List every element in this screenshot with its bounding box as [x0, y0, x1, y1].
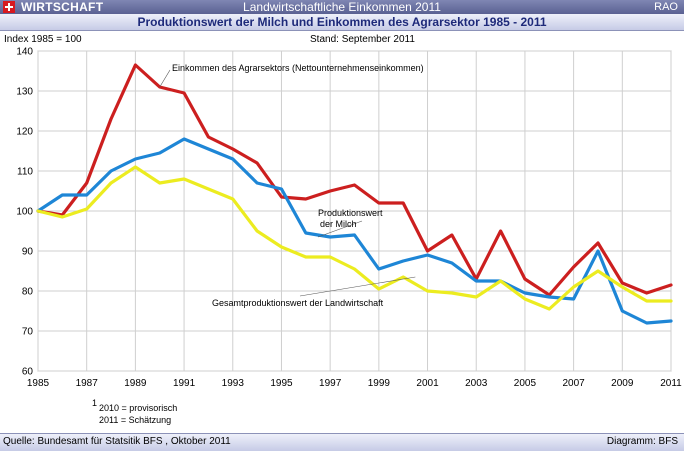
y-axis: 60 70 80 90 100 110 120 130 140 — [16, 47, 33, 378]
x-tick-label: 1989 — [124, 378, 147, 389]
y-tick-label: 130 — [16, 87, 33, 98]
annotation-leader-2 — [317, 220, 363, 238]
x-tick-label: 1993 — [222, 378, 245, 389]
y-tick-label: 90 — [22, 247, 34, 258]
x-tick-label: 1985 — [27, 378, 50, 389]
x-tick-label: 2001 — [416, 378, 439, 389]
y-tick-label: 80 — [22, 287, 34, 298]
annotation-leader-3 — [299, 276, 416, 297]
y-tick-label: 120 — [16, 127, 33, 138]
y-tick-label: 60 — [22, 367, 34, 378]
swiss-flag-icon — [3, 1, 15, 13]
annotation-leader-1 — [159, 69, 171, 88]
y-tick-label: 70 — [22, 327, 34, 338]
footnote-2011: 2011 = Schätzung — [99, 415, 171, 425]
footer-bar: Quelle: Bundesamt für Statsitik BFS , Ok… — [0, 433, 684, 451]
y-tick-label: 110 — [17, 167, 33, 178]
x-tick-label: 2005 — [514, 378, 537, 389]
chart-title: Produktionswert der Milch und Einkommen … — [137, 15, 547, 29]
x-tick-label: 1987 — [76, 378, 99, 389]
x-axis: 1985 1987 1989 1991 1993 1995 1997 1999 2001 2003… — [27, 378, 682, 389]
series-line-2 — [36, 137, 673, 325]
series-line-1 — [36, 63, 673, 297]
series-lines — [36, 63, 673, 325]
annotation-milch-line1: Produktionswert — [318, 208, 383, 218]
annotation-einkommen: Einkommen des Agrarsektors (Nettounterne… — [172, 63, 424, 73]
source-note: Quelle: Bundesamt für Statsitik BFS , Ok… — [3, 436, 231, 447]
credit-note: Diagramm: BFS — [606, 436, 678, 447]
x-tick-label: 1999 — [368, 378, 391, 389]
x-tick-label: 2009 — [611, 378, 634, 389]
y-axis-label: Index 1985 = 100 — [4, 34, 82, 45]
x-tick-label: 2003 — [465, 378, 488, 389]
series-line-3 — [36, 165, 673, 311]
footnote-marker: 1 — [92, 398, 97, 408]
y-tick-label: 140 — [16, 47, 33, 58]
title-bar: Produktionswert der Milch und Einkommen … — [0, 14, 684, 31]
x-tick-label: 2011 — [660, 378, 682, 389]
x-tick-label: 2007 — [562, 378, 585, 389]
top-banner: WIRTSCHAFT Landwirtschaftliche Einkommen… — [0, 0, 684, 14]
x-tick-label: 1997 — [319, 378, 342, 389]
headline: Landwirtschaftliche Einkommen 2011 — [243, 0, 441, 14]
section-label: WIRTSCHAFT — [21, 0, 104, 14]
x-tick-label: 1991 — [173, 378, 196, 389]
tag-label: RAO — [654, 1, 678, 13]
footnote-2010: 2010 = provisorisch — [99, 403, 177, 413]
chart-subtitle: Stand: September 2011 — [310, 34, 415, 45]
x-tick-label: 1995 — [270, 378, 293, 389]
y-tick-label: 100 — [16, 207, 33, 218]
annotation-gesamt: Gesamtproduktionswert der Landwirtschaft — [212, 298, 384, 308]
annotation-milch-line2: der Milch — [320, 219, 357, 229]
